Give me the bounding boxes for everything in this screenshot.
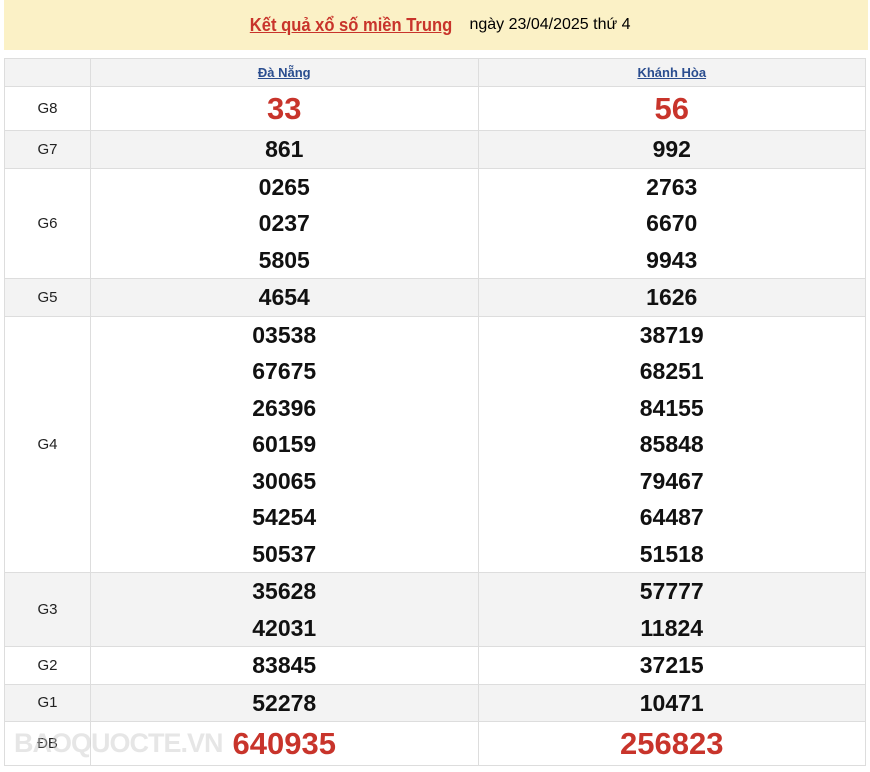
prize-row-g2: G2 83845 37215 bbox=[4, 646, 866, 685]
prize-cell: 52278 bbox=[90, 683, 479, 722]
prize-cell: 57777 11824 bbox=[477, 572, 866, 647]
prize-number: 03538 bbox=[252, 321, 317, 348]
prize-number: 38719 bbox=[639, 321, 704, 348]
prize-number: 4654 bbox=[258, 284, 310, 310]
prize-number: 0237 bbox=[258, 210, 310, 236]
prize-row-g3: G3 35628 42031 57777 11824 bbox=[4, 572, 866, 647]
prize-cell: 56 bbox=[477, 86, 866, 131]
prize-cell: 2763 6670 9943 bbox=[477, 167, 866, 279]
prize-label: ĐB bbox=[4, 721, 91, 766]
prize-number: 5805 bbox=[258, 246, 310, 273]
prize-label: G8 bbox=[4, 86, 91, 131]
prize-cell: 03538 67675 26396 60159 30065 54254 50537 bbox=[90, 315, 479, 573]
prize-row-g5: G5 4654 1626 bbox=[4, 278, 866, 317]
results-banner: Kết quả xổ số miền Trung ngày 23/04/2025… bbox=[4, 0, 868, 50]
prize-row-g6: G6 0265 0237 5805 2763 6670 9943 bbox=[4, 167, 866, 279]
prize-number: 54254 bbox=[252, 504, 317, 530]
prize-label: G6 bbox=[4, 167, 91, 279]
prize-label: G4 bbox=[4, 315, 91, 573]
prize-number: 6670 bbox=[646, 210, 698, 236]
prize-number: 68251 bbox=[639, 358, 704, 384]
prize-cell: 992 bbox=[477, 130, 866, 169]
prize-cell: 35628 42031 bbox=[90, 572, 479, 647]
prize-cell: 4654 bbox=[90, 278, 479, 317]
prize-number: 51518 bbox=[639, 540, 704, 567]
prize-number: 30065 bbox=[252, 467, 317, 494]
prize-number: 64487 bbox=[639, 504, 704, 530]
prize-label: G5 bbox=[4, 278, 91, 317]
prize-row-g4: G4 03538 67675 26396 60159 30065 54254 50537 387… bbox=[4, 315, 866, 573]
prize-number: 37215 bbox=[639, 652, 704, 678]
draw-date: ngày 23/04/2025 thứ 4 bbox=[469, 16, 631, 33]
prize-cell: 256823 bbox=[477, 721, 866, 766]
header-empty bbox=[4, 58, 91, 87]
prize-number: 10471 bbox=[639, 689, 704, 716]
prize-number: 52278 bbox=[252, 689, 317, 716]
prize-row-g1: G1 52278 10471 bbox=[4, 683, 866, 722]
prize-number: 992 bbox=[652, 136, 691, 162]
prize-number: 56 bbox=[654, 91, 689, 126]
prize-cell: 640935 bbox=[90, 721, 479, 766]
prize-number: 26396 bbox=[252, 394, 317, 421]
prize-number: 42031 bbox=[252, 614, 317, 641]
prize-row-g7: G7 861 992 bbox=[4, 130, 866, 169]
prize-row-đb: ĐB 640935 256823 bbox=[4, 721, 866, 766]
prize-cell: 38719 68251 84155 85848 79467 64487 51518 bbox=[477, 315, 866, 573]
prize-number: 57777 bbox=[639, 578, 704, 604]
prize-number: 67675 bbox=[252, 358, 317, 384]
prize-cell: 33 bbox=[90, 86, 479, 131]
prize-cell: 0265 0237 5805 bbox=[90, 167, 479, 279]
prize-cell: 37215 bbox=[477, 646, 866, 685]
table-header: Đà Nẵng Khánh Hòa bbox=[4, 58, 866, 87]
prize-number: 256823 bbox=[620, 726, 724, 761]
prize-label: G3 bbox=[4, 572, 91, 647]
prize-number: 84155 bbox=[639, 394, 704, 421]
prize-number: 35628 bbox=[252, 578, 317, 604]
prize-label: G2 bbox=[4, 646, 91, 685]
prize-number: 0265 bbox=[258, 173, 310, 200]
prize-cell: 1626 bbox=[477, 278, 866, 317]
prize-cell: 83845 bbox=[90, 646, 479, 685]
prize-number: 50537 bbox=[252, 540, 317, 567]
region-results-link[interactable]: Kết quả xổ số miền Trung bbox=[250, 14, 453, 35]
prize-number: 60159 bbox=[252, 431, 317, 457]
prize-cell: 861 bbox=[90, 130, 479, 169]
prize-cell: 10471 bbox=[477, 683, 866, 722]
prize-number: 2763 bbox=[646, 173, 698, 200]
prize-number: 11824 bbox=[640, 614, 704, 641]
prize-number: 1626 bbox=[646, 284, 698, 310]
prize-number: 83845 bbox=[252, 652, 317, 678]
prize-number: 33 bbox=[267, 91, 302, 126]
province-link-da-nang[interactable]: Đà Nẵng bbox=[257, 64, 311, 80]
prize-number: 85848 bbox=[639, 431, 704, 457]
prize-number: 861 bbox=[265, 136, 304, 162]
prize-row-g8: G8 33 56 bbox=[4, 86, 866, 131]
prize-number: 79467 bbox=[639, 467, 704, 494]
results-table: Đà Nẵng Khánh Hòa G8 33 56 G7 861 992 G6 0265 02… bbox=[4, 58, 866, 766]
prize-number: 9943 bbox=[646, 246, 698, 273]
prize-number: 640935 bbox=[232, 726, 336, 761]
prize-label: G7 bbox=[4, 130, 91, 169]
province-link-khanh-hoa[interactable]: Khánh Hòa bbox=[637, 64, 707, 80]
prize-label: G1 bbox=[4, 683, 91, 722]
